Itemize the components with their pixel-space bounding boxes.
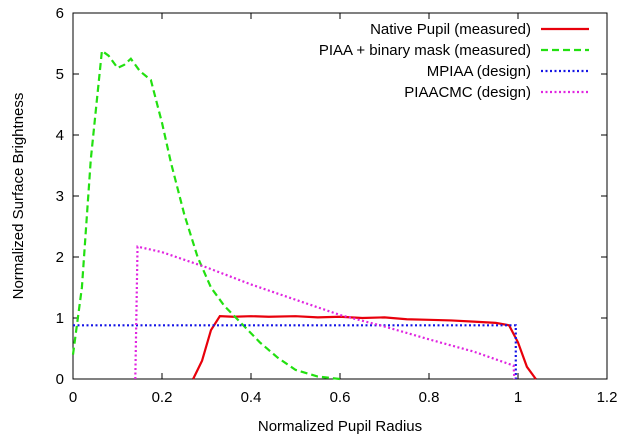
x-axis-label: Normalized Pupil Radius xyxy=(258,418,422,435)
series-line-piaacmc xyxy=(134,245,516,380)
y-axis-label: Normalized Surface Brightness xyxy=(10,93,27,300)
x-tick-label: 0.8 xyxy=(419,389,440,406)
y-tick-label: 2 xyxy=(56,249,64,266)
x-tick-label: 1 xyxy=(514,389,522,406)
series-line-piaa-binary-mask xyxy=(71,48,341,381)
legend-label-native-pupil: Native Pupil (measured) xyxy=(370,21,531,38)
y-tick-label: 5 xyxy=(56,66,64,83)
legend-label-piaacmc: PIAACMC (design) xyxy=(404,84,531,101)
y-tick-label: 0 xyxy=(56,371,64,388)
x-tick-label: 0 xyxy=(69,389,77,406)
legend-label-piaa-binary-mask: PIAA + binary mask (measured) xyxy=(319,42,531,59)
series-line-mpiaa xyxy=(73,324,517,379)
y-tick-label: 3 xyxy=(56,188,64,205)
y-tick-label: 4 xyxy=(56,127,64,144)
x-tick-label: 0.2 xyxy=(152,389,173,406)
y-tick-label: 6 xyxy=(56,5,64,22)
x-tick-label: 0.4 xyxy=(241,389,262,406)
x-tick-label: 0.6 xyxy=(330,389,351,406)
legend: Native Pupil (measured) PIAA + binary mas… xyxy=(319,21,589,101)
axes-ticks: 0 0.2 0.4 0.6 0.8 1 1.2 0 1 2 3 4 5 6 xyxy=(56,5,618,406)
legend-label-mpiaa: MPIAA (design) xyxy=(427,63,531,80)
x-tick-label: 1.2 xyxy=(597,389,618,406)
plot-area xyxy=(71,48,537,381)
series-line-native-pupil xyxy=(192,315,537,380)
y-tick-label: 1 xyxy=(56,310,64,327)
